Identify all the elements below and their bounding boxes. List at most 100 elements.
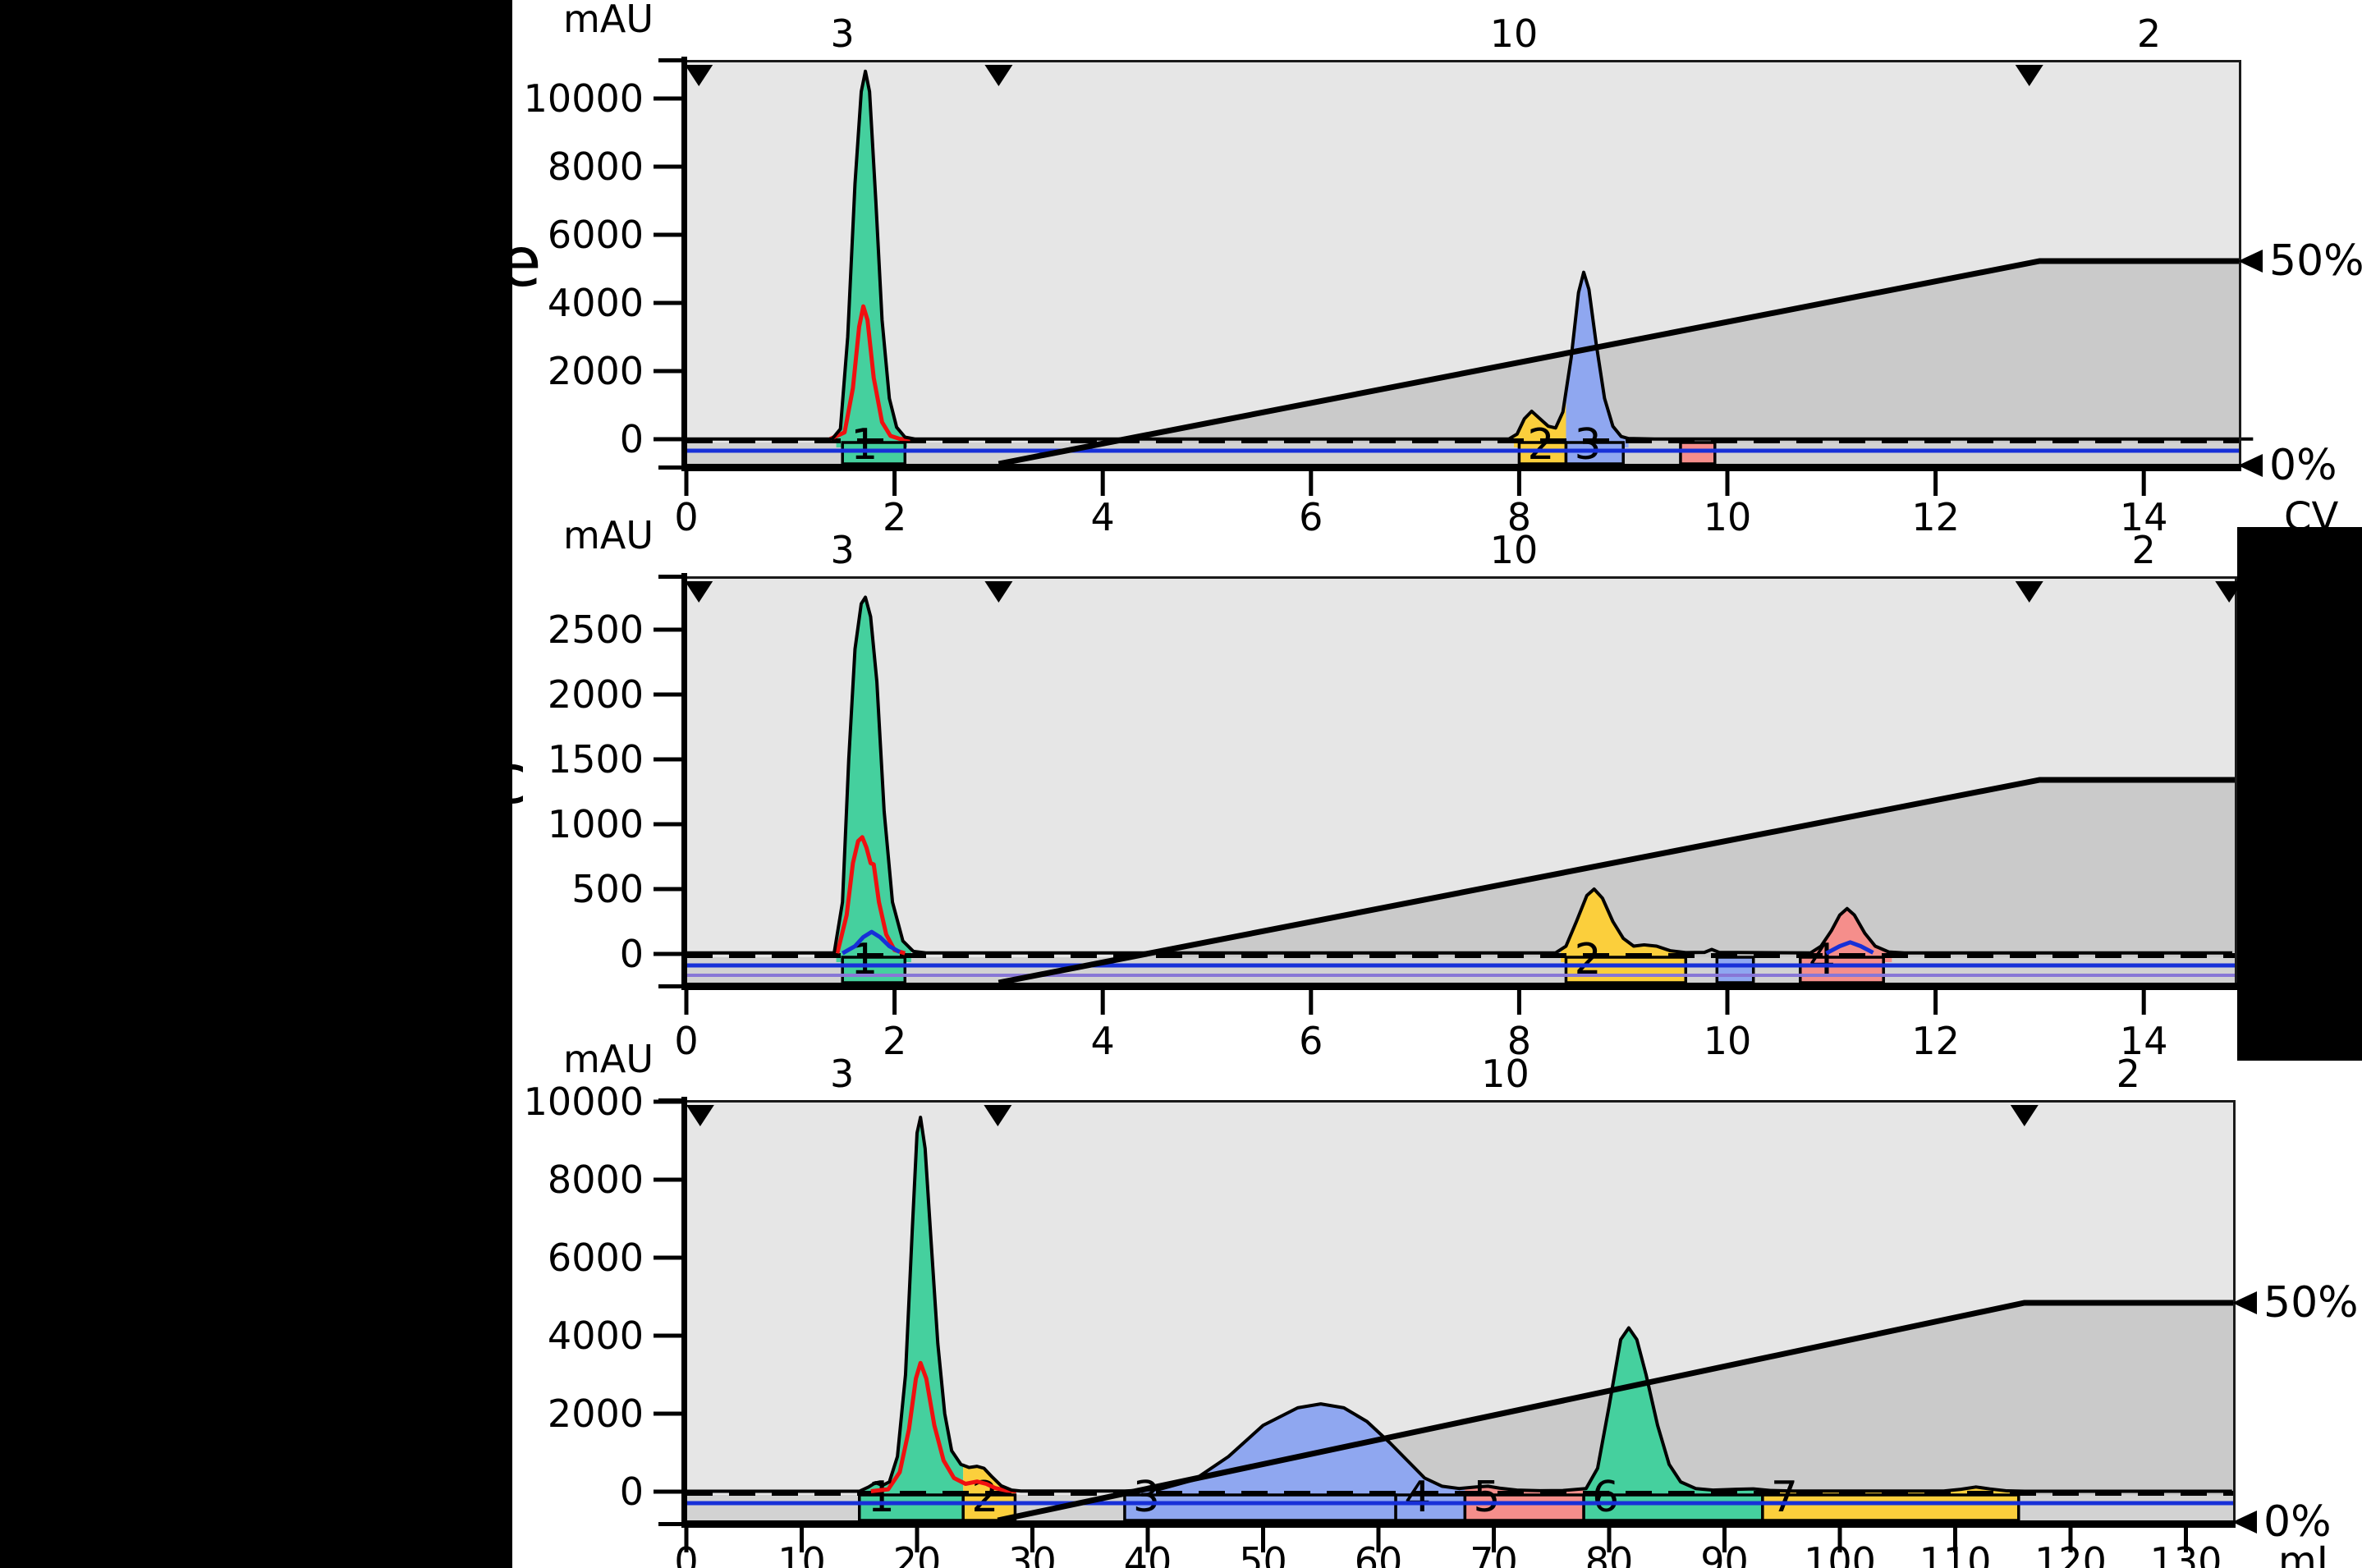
y-tick-label: 500	[571, 867, 644, 911]
y-tick	[654, 1489, 686, 1494]
uv-red-trace	[870, 1360, 1016, 1494]
phase-marker-icon	[685, 581, 713, 603]
x-tick	[1933, 990, 1938, 1015]
y-tick	[654, 692, 686, 697]
y-tick	[654, 369, 686, 374]
fraction-number: 2	[1527, 420, 1554, 470]
x-tick-label: 0	[674, 1539, 698, 1568]
phase-marker-icon	[2010, 1105, 2039, 1126]
y-tick-label: 0	[620, 1469, 644, 1514]
partial-letter: e	[499, 222, 542, 302]
y-axis-unit-label: mAU	[563, 513, 654, 557]
x-tick	[684, 471, 689, 496]
fraction-number: 3	[1574, 420, 1601, 470]
y-axis-line	[681, 1097, 687, 1527]
uv-main-trace	[686, 1116, 2232, 1493]
gradient-line	[998, 258, 2241, 467]
x-axis-unit-label: mL	[2278, 1538, 2339, 1568]
x-tick	[1030, 1528, 1034, 1552]
x-tick-label: 12	[1911, 495, 1960, 539]
y-tick	[654, 822, 686, 827]
y-tick	[654, 437, 686, 442]
plot-top-border	[686, 60, 2241, 62]
x-tick-label: 30	[1008, 1539, 1057, 1568]
x-tick	[1725, 471, 1730, 496]
x-tick-label: 2	[883, 1019, 906, 1063]
x-tick-label: 80	[1585, 1539, 1634, 1568]
x-axis-line	[681, 1520, 2236, 1528]
y-tick-edge	[658, 465, 686, 470]
y-tick-edge	[658, 58, 686, 62]
gradient-area	[998, 261, 2241, 464]
phase-marker-icon	[984, 1105, 1012, 1126]
y-tick	[654, 757, 686, 762]
baseline-strip	[686, 442, 2241, 464]
phase-marker-icon	[984, 65, 1013, 86]
x-tick-label: 60	[1355, 1539, 1403, 1568]
y-tick	[654, 164, 686, 169]
plot-right-border	[2233, 1100, 2236, 1520]
phase-length-label: 3	[831, 11, 855, 56]
x-tick	[684, 990, 689, 1015]
gradient-low-arrow-icon	[2238, 454, 2263, 477]
phase-length-label: 3	[830, 1052, 854, 1096]
y-axis-line	[681, 573, 687, 989]
x-tick	[2068, 1528, 2073, 1552]
y-tick-label: 0	[620, 932, 644, 976]
peak-fill-yellow	[1561, 889, 1686, 962]
y-axis-line	[681, 57, 687, 470]
x-tick-label: 14	[2120, 1019, 2168, 1063]
y-tick-label: 8000	[548, 1158, 644, 1202]
plot-top-border	[686, 576, 2237, 579]
x-tick-label: 8	[1507, 1019, 1531, 1063]
x-tick	[1100, 990, 1105, 1015]
x-tick	[684, 1528, 689, 1552]
x-tick	[1309, 471, 1314, 496]
phase-length-label: 10	[1481, 1052, 1530, 1096]
y-tick-label: 2500	[548, 607, 644, 652]
fraction-number: 6	[1592, 1473, 1619, 1522]
gradient-low-label: 0%	[2269, 441, 2337, 490]
peak-fill-green	[836, 597, 911, 962]
y-tick-label: 2000	[548, 672, 644, 717]
y-tick-label: 4000	[548, 281, 644, 325]
gradient-line	[997, 1300, 2236, 1524]
x-tick	[1516, 471, 1521, 496]
gradient-low-label: 0%	[2263, 1497, 2332, 1547]
y-tick-edge	[658, 575, 686, 579]
uv-main-trace	[686, 595, 2232, 955]
y-axis-unit-label: mAU	[563, 1037, 654, 1081]
phase-marker-icon	[2015, 65, 2043, 86]
y-tick	[654, 232, 686, 237]
left-crop-bar	[0, 0, 512, 1568]
x-tick-label: 130	[2150, 1539, 2222, 1568]
x-tick-label: 2	[883, 495, 906, 539]
x-tick	[892, 990, 897, 1015]
y-tick	[654, 1177, 686, 1182]
x-tick-label: 120	[2034, 1539, 2107, 1568]
phase-length-label: 3	[831, 528, 855, 572]
y-tick-label: 6000	[548, 213, 644, 257]
uv-blue-trace	[841, 929, 901, 956]
gradient-line	[998, 777, 2237, 986]
fraction-number: 3	[1133, 1473, 1160, 1522]
fraction-bar	[1715, 956, 1755, 984]
fraction-bar	[1679, 441, 1717, 465]
y-tick-label: 1500	[548, 737, 644, 782]
fraction-bar	[1463, 1493, 1585, 1522]
phase-length-label: 10	[1490, 11, 1539, 56]
y-tick-edge	[658, 984, 686, 988]
x-tick	[1376, 1528, 1381, 1552]
x-tick-label: 90	[1700, 1539, 1749, 1568]
x-tick-label: 50	[1239, 1539, 1287, 1568]
phase-length-label: 2	[2117, 1052, 2140, 1096]
x-tick-label: 100	[1804, 1539, 1876, 1568]
fraction-number: 5	[1473, 1473, 1500, 1522]
x-tick-label: 4	[1091, 495, 1115, 539]
fraction-number: 1	[851, 420, 878, 470]
peak-fill-green	[1584, 1327, 1763, 1500]
plot-right-border	[2235, 576, 2237, 983]
